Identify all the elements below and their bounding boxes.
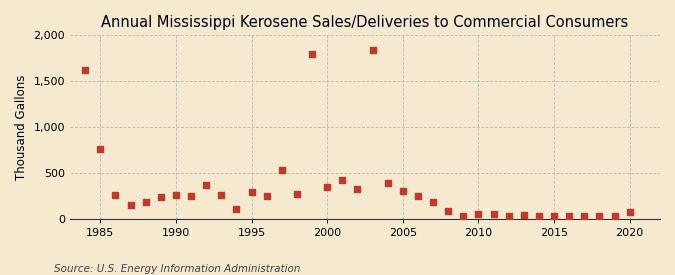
- Point: [171, 192, 182, 197]
- Point: [125, 203, 136, 207]
- Point: [80, 68, 90, 72]
- Point: [610, 214, 620, 218]
- Text: Source: U.S. Energy Information Administration: Source: U.S. Energy Information Administ…: [54, 264, 300, 274]
- Point: [322, 185, 333, 189]
- Point: [518, 213, 529, 218]
- Point: [549, 214, 560, 218]
- Point: [412, 193, 423, 198]
- Point: [533, 214, 544, 218]
- Point: [488, 212, 499, 217]
- Title: Annual Mississippi Kerosene Sales/Deliveries to Commercial Consumers: Annual Mississippi Kerosene Sales/Delive…: [101, 15, 628, 30]
- Point: [579, 214, 590, 218]
- Point: [306, 51, 317, 56]
- Point: [443, 209, 454, 213]
- Point: [95, 147, 106, 152]
- Point: [277, 168, 288, 172]
- Point: [564, 214, 574, 218]
- Point: [428, 199, 439, 204]
- Point: [473, 212, 484, 216]
- Point: [624, 210, 635, 214]
- Point: [337, 178, 348, 183]
- Point: [458, 214, 468, 218]
- Point: [398, 189, 408, 194]
- Point: [504, 214, 514, 218]
- Point: [352, 186, 363, 191]
- Point: [261, 194, 272, 199]
- Point: [155, 195, 166, 199]
- Point: [200, 182, 211, 187]
- Point: [594, 214, 605, 218]
- Point: [110, 193, 121, 197]
- Point: [246, 190, 257, 194]
- Point: [231, 207, 242, 211]
- Point: [292, 191, 302, 196]
- Point: [382, 181, 393, 185]
- Point: [216, 192, 227, 197]
- Point: [140, 199, 151, 204]
- Y-axis label: Thousand Gallons: Thousand Gallons: [15, 75, 28, 180]
- Point: [367, 48, 378, 52]
- Point: [186, 193, 196, 198]
